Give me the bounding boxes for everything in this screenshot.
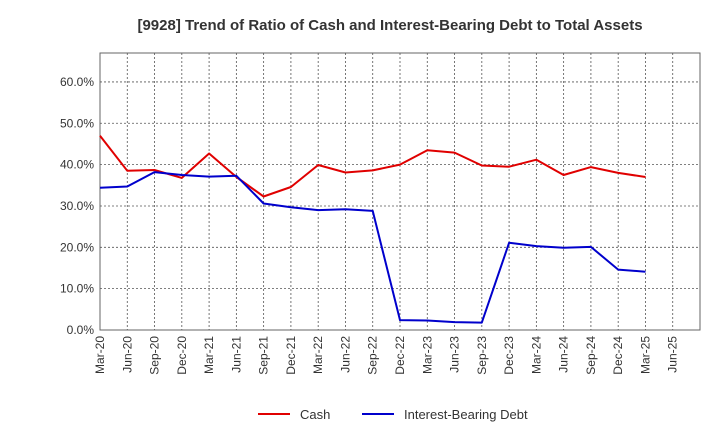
x-tick-label: Jun-23 [448, 336, 462, 373]
y-tick-label: 20.0% [60, 240, 94, 254]
y-tick-label: 60.0% [60, 75, 94, 89]
x-tick-label: Dec-22 [393, 336, 407, 375]
gridlines [100, 53, 700, 330]
y-tick-label: 10.0% [60, 282, 94, 296]
x-tick-label: Sep-24 [584, 336, 598, 375]
series-lines [99, 135, 646, 324]
x-tick-label: Mar-20 [93, 336, 107, 374]
x-tick-label: Dec-21 [284, 336, 298, 375]
y-axis-ticks: 0.0% 10.0% 20.0% 30.0% 40.0% 50.0% 60.0% [60, 75, 94, 337]
x-tick-label: Sep-22 [366, 336, 380, 375]
x-axis-ticks: Mar-20 Jun-20 Sep-20 Dec-20 Mar-21 Jun-21 Sep-… [93, 336, 680, 375]
x-tick-label: Jun-25 [666, 336, 680, 373]
x-tick-label: Sep-20 [148, 336, 162, 375]
legend: Cash Interest-Bearing Debt [258, 407, 528, 422]
x-tick-label: Jun-20 [120, 336, 134, 373]
x-tick-label: Mar-25 [638, 336, 652, 374]
x-tick-label: Sep-23 [475, 336, 489, 375]
y-tick-label: 30.0% [60, 199, 94, 213]
chart-title: [9928] Trend of Ratio of Cash and Intere… [137, 17, 642, 34]
x-tick-label: Jun-21 [229, 336, 243, 373]
x-tick-label: Sep-21 [257, 336, 271, 375]
x-tick-label: Dec-20 [175, 336, 189, 375]
y-tick-label: 50.0% [60, 116, 94, 130]
x-tick-label: Mar-24 [529, 336, 543, 374]
x-tick-label: Dec-24 [611, 336, 625, 375]
x-tick-label: Jun-24 [557, 336, 571, 373]
legend-label: Cash [300, 407, 330, 422]
x-tick-label: Jun-22 [338, 336, 352, 373]
plot-area [99, 52, 701, 331]
legend-label: Interest-Bearing Debt [404, 407, 528, 422]
series-line-interest-bearing-debt [99, 171, 646, 324]
x-tick-label: Mar-22 [311, 336, 325, 374]
x-tick-label: Mar-23 [420, 336, 434, 374]
y-tick-label: 0.0% [67, 323, 95, 337]
x-tick-label: Mar-21 [202, 336, 216, 374]
series-line-cash [99, 135, 646, 198]
y-tick-label: 40.0% [60, 158, 94, 172]
x-tick-label: Dec-23 [502, 336, 516, 375]
